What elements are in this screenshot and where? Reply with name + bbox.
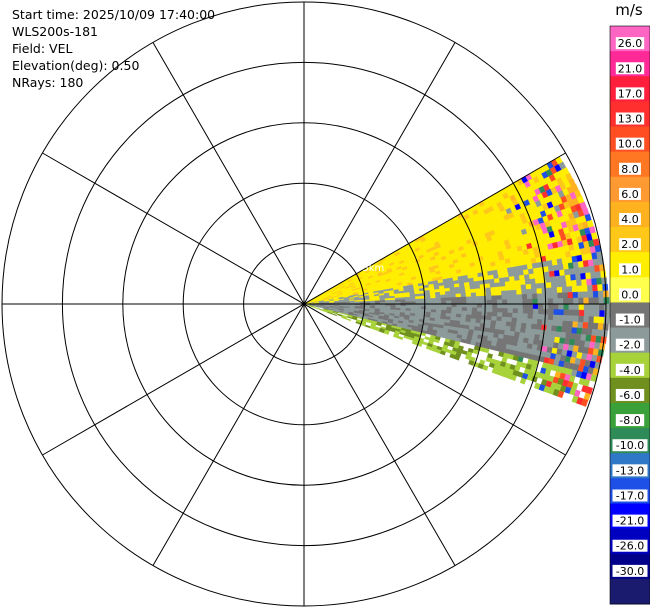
colorbar-tick-label: 8.0 <box>621 163 639 176</box>
colorbar-tick-label: 17.0 <box>618 87 643 100</box>
field-label: Field: VEL <box>12 41 73 56</box>
colorbar-tick-label: -21.0 <box>616 515 644 528</box>
colorbar-tick-label: -8.0 <box>619 414 640 427</box>
nrays-label: NRays: 180 <box>12 75 84 90</box>
colorbar-unit-label: m/s <box>615 1 643 19</box>
colorbar-tick-label: 0.0 <box>621 288 639 301</box>
metadata-text: Start time: 2025/10/09 17:40:00 WLS200s-… <box>12 6 215 91</box>
colorbar-tick-label: -30.0 <box>616 565 644 578</box>
colorbar-tick-label: 13.0 <box>618 113 643 126</box>
colorbar-tick-label: 10.0 <box>618 138 643 151</box>
elevation-label: Elevation(deg): 0.50 <box>12 58 140 73</box>
velocity-gate <box>602 323 609 331</box>
velocity-sector <box>303 156 611 407</box>
instrument-label: WLS200s-181 <box>12 24 98 39</box>
colorbar-tick-label: 1.0 <box>621 263 639 276</box>
colorbar-tick-label: -10.0 <box>616 439 644 452</box>
colorbar-tick-label: -6.0 <box>619 389 640 402</box>
colorbar-tick-label: -26.0 <box>616 540 644 553</box>
start-time-label: Start time: 2025/10/09 17:40:00 <box>12 7 216 22</box>
colorbar-tick-label: -4.0 <box>619 364 640 377</box>
colorbar-tick-label: -13.0 <box>616 464 644 477</box>
colorbar-tick-label: 2.0 <box>621 238 639 251</box>
colorbar-tick-label: 6.0 <box>621 188 639 201</box>
colorbar-band <box>610 578 650 605</box>
colorbar-tick-label: -17.0 <box>616 489 644 502</box>
colorbar-tick-label: -2.0 <box>619 339 640 352</box>
colorbar-tick-label: -1.0 <box>619 314 640 327</box>
colorbar-tick-label: 26.0 <box>618 37 643 50</box>
colorbar-tick-label: 4.0 <box>621 213 639 226</box>
colorbar-tick-label: 21.0 <box>618 62 643 75</box>
